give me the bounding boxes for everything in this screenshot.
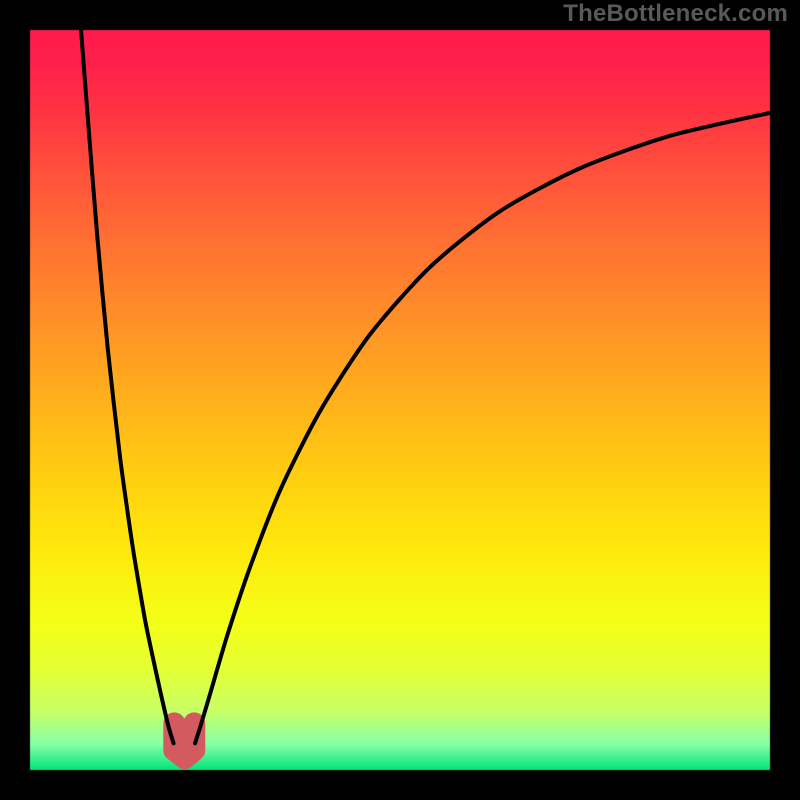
watermark-text: TheBottleneck.com: [563, 0, 788, 28]
chart-container: TheBottleneck.com: [0, 0, 800, 800]
gradient-background: [0, 0, 800, 800]
